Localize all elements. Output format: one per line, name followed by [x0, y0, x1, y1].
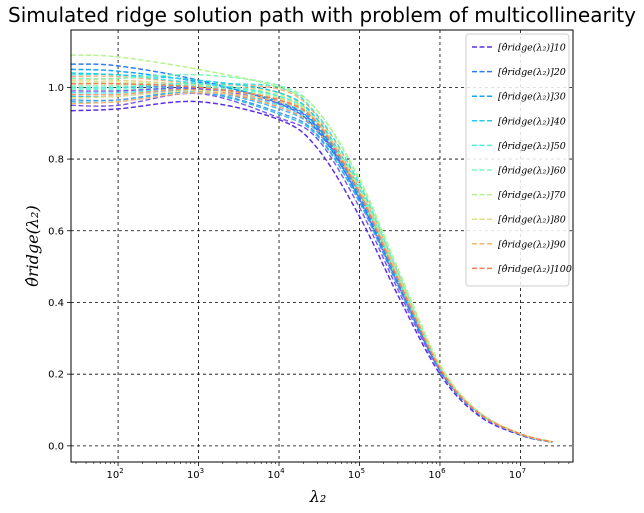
- legend-label: [θ̂ridge(λ₂)]40: [498, 116, 566, 127]
- x-tick-label: 103: [187, 467, 204, 481]
- legend: [θ̂ridge(λ₂)]10 [θ̂ridge(λ₂)]20 [θ̂ridge(λ…: [465, 33, 572, 287]
- x-axis-label-text: λ₂: [309, 487, 327, 506]
- y-axis-label: θ̂ridge(λ₂): [23, 205, 42, 286]
- background-series-line: [70, 91, 553, 443]
- legend-label: [θ̂ridge(λ₂)]70: [498, 190, 566, 201]
- y-tick-label: 0.0: [48, 441, 64, 452]
- series-line: [70, 100, 553, 444]
- series-lines: [70, 54, 553, 444]
- legend-box: [465, 33, 570, 287]
- x-tick-base: 10: [187, 470, 200, 481]
- y-tick-label: 1.0: [48, 83, 64, 94]
- x-axis-label: λ₂: [309, 487, 327, 506]
- legend-label: [θ̂ridge(λ₂)]60: [498, 166, 566, 177]
- legend-label: [θ̂ridge(λ₂)]20: [498, 67, 566, 78]
- legend-label: [θ̂ridge(λ₂)]10: [498, 43, 566, 54]
- x-tick-base: 10: [106, 470, 119, 481]
- x-tick-label: 107: [509, 467, 526, 481]
- chart-title: Simulated ridge solution path with probl…: [8, 3, 636, 27]
- x-tick-exponent: 6: [441, 467, 446, 475]
- x-tick-base: 10: [348, 470, 361, 481]
- x-tick-label: 104: [267, 467, 285, 481]
- legend-label: [θ̂ridge(λ₂)]50: [498, 141, 566, 152]
- legend-label: [θ̂ridge(λ₂)]90: [498, 239, 566, 250]
- x-tick-base: 10: [428, 470, 441, 481]
- legend-label: [θ̂ridge(λ₂)]100: [498, 264, 572, 275]
- y-tick-label: 0.4: [48, 298, 64, 309]
- y-tick-label: 0.2: [48, 370, 64, 381]
- x-tick-exponent: 4: [280, 467, 285, 475]
- plot-frame: [70, 29, 574, 463]
- x-tick-exponent: 5: [361, 467, 365, 475]
- x-tick-exponent: 7: [522, 467, 526, 475]
- y-tick-label: 0.6: [48, 226, 64, 237]
- x-tick-base: 10: [267, 470, 280, 481]
- x-tick-exponent: 3: [200, 467, 204, 475]
- x-tick-label: 105: [348, 467, 365, 481]
- y-axis-label-text: θ̂ridge(λ₂): [23, 205, 42, 286]
- y-tick-label: 0.8: [48, 155, 64, 166]
- x-tick-label: 106: [428, 467, 446, 481]
- x-tick-exponent: 2: [119, 467, 123, 475]
- legend-label: [θ̂ridge(λ₂)]30: [498, 92, 566, 103]
- x-tick-label: 102: [106, 467, 123, 481]
- legend-label: [θ̂ridge(λ₂)]80: [498, 215, 566, 226]
- series-line: [70, 82, 553, 443]
- x-tick-base: 10: [509, 470, 522, 481]
